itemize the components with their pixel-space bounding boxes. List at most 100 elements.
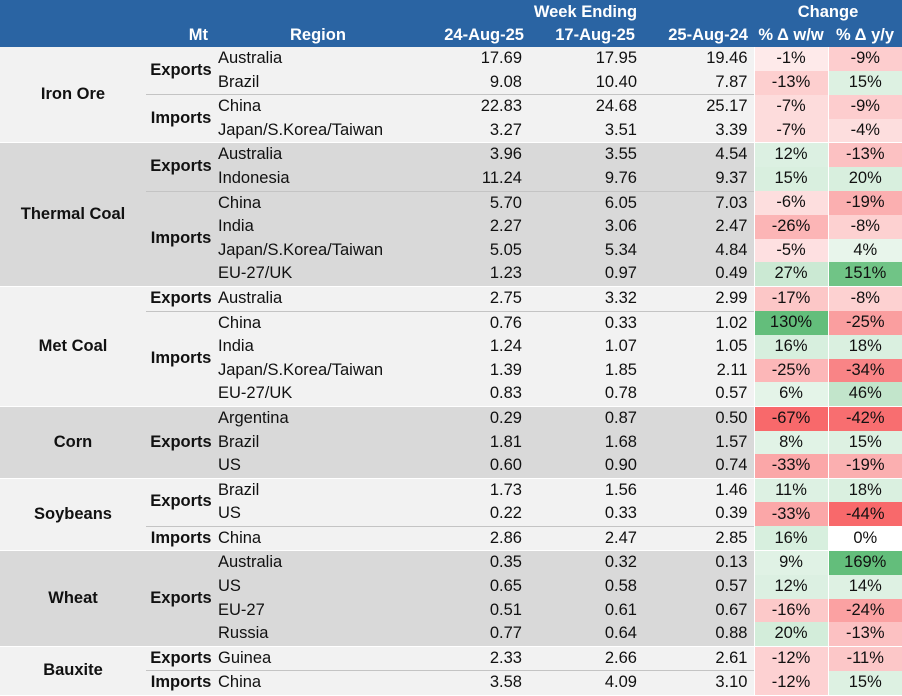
pct-change-yy: 0% [827,526,902,551]
region-cell: India [216,335,416,359]
header-unit: Mt [0,24,216,47]
value-25-aug-24: 9.37 [643,166,754,192]
table-row: EU-27/UK 1.23 0.97 0.49 27% 151% [0,262,902,287]
value-17-aug-25: 0.32 [528,550,643,576]
value-17-aug-25: 0.64 [528,622,643,647]
table-row: EU-27 0.51 0.61 0.67 -16% -24% [0,598,902,623]
flow-label: Exports [146,477,216,527]
value-17-aug-25: 2.47 [528,525,643,551]
table-row: Corn Exports Argentina 0.29 0.87 0.50 -67% -42% [0,405,902,479]
value-25-aug-24: 1.02 [643,310,754,336]
pct-change-yy: 169% [827,550,902,576]
value-25-aug-24: 4.84 [643,238,754,263]
value-25-aug-24: 0.13 [643,550,754,576]
value-25-aug-24: 3.10 [643,670,754,696]
table-row: Russia 0.77 0.64 0.88 20% -13% [0,622,902,647]
region-cell: Brazil [216,430,416,455]
flow-label: Exports [146,285,216,312]
region-cell: China [216,670,416,696]
flow-label: Imports [146,525,216,551]
value-17-aug-25: 3.51 [528,118,643,143]
value-25-aug-24: 0.67 [643,598,754,623]
value-25-aug-24: 19.46 [643,47,754,71]
flow-label: Exports [146,550,216,647]
pct-change-ww: -26% [753,215,828,239]
value-24-aug-25: 0.22 [416,502,528,527]
pct-change-yy: 15% [827,70,902,95]
value-25-aug-24: 7.03 [643,190,754,216]
region-cell: Australia [216,47,416,71]
value-25-aug-24: 25.17 [643,94,754,119]
table-row: US 0.22 0.33 0.39 -33% -44% [0,502,902,527]
value-24-aug-25: 3.27 [416,118,528,143]
commodity-label: Wheat [0,550,146,647]
value-25-aug-24: 2.85 [643,525,754,551]
pct-change-ww: -12% [753,645,828,671]
pct-change-yy: -25% [827,311,902,336]
value-17-aug-25: 4.09 [528,670,643,696]
header-col-17-aug-25: 17-Aug-25 [528,24,643,47]
value-24-aug-25: 17.69 [416,47,528,71]
header-pct-ww: % Δ w/w [754,24,828,47]
value-17-aug-25: 2.66 [528,645,643,671]
pct-change-yy: -19% [827,454,902,479]
value-17-aug-25: 0.61 [528,598,643,623]
value-24-aug-25: 2.75 [416,285,528,312]
pct-change-yy: -4% [827,118,902,143]
region-cell: Indonesia [216,166,416,192]
pct-change-yy: 18% [827,335,902,359]
value-25-aug-24: 1.46 [643,477,754,503]
pct-change-ww: -13% [753,70,828,95]
table-row: Iron Ore Exports Australia 17.69 17.95 19.46-… [0,47,902,144]
value-17-aug-25: 3.55 [528,142,643,167]
region-cell: US [216,575,416,599]
table-row: Soybeans Exports Brazil 1.73 1.56 1.46 11% 18% [0,477,902,552]
pct-change-yy: 15% [827,430,902,455]
flow-label: Imports [146,670,216,696]
value-17-aug-25: 1.85 [528,358,643,383]
value-25-aug-24: 2.99 [643,285,754,312]
commodity-label: Iron Ore [0,47,146,144]
pct-change-yy: 15% [827,670,902,696]
value-24-aug-25: 9.08 [416,70,528,95]
region-cell: Japan/S.Korea/Taiwan [216,358,416,383]
table-row: Japan/S.Korea/Taiwan 5.05 5.34 4.84 -5% 4% [0,238,902,263]
pct-change-ww: 8% [753,430,828,455]
region-cell: Australia [216,285,416,312]
region-cell: Australia [216,142,416,167]
pct-change-yy: 20% [827,166,902,192]
value-17-aug-25: 6.05 [528,190,643,216]
value-17-aug-25: 1.56 [528,477,643,503]
table-row: US 0.65 0.58 0.57 12% 14% [0,575,902,599]
header-pct-yy: % Δ y/y [828,24,902,47]
table-row: Japan/S.Korea/Taiwan 3.27 3.51 3.39 -7% -4% [0,118,902,143]
table-body: Iron Ore Exports Australia 17.69 17.95 19.46-… [0,47,902,696]
table-row: India 1.24 1.07 1.05 16% 18% [0,335,902,359]
commodity-label: Met Coal [0,285,146,407]
table-row: India 2.27 3.06 2.47 -26% -8% [0,215,902,239]
pct-change-ww: 20% [753,622,828,647]
value-17-aug-25: 0.58 [528,575,643,599]
region-cell: China [216,525,416,551]
value-25-aug-24: 0.39 [643,502,754,527]
value-17-aug-25: 3.06 [528,215,643,239]
pct-change-yy: -13% [827,142,902,167]
pct-change-yy: 151% [827,262,902,287]
pct-change-yy: 14% [827,575,902,599]
value-24-aug-25: 3.58 [416,670,528,696]
pct-change-yy: -44% [827,502,902,527]
value-24-aug-25: 0.76 [416,310,528,336]
region-cell: Brazil [216,477,416,503]
pct-change-yy: -19% [827,191,902,216]
pct-change-yy: -13% [827,622,902,647]
pct-change-ww: -33% [753,454,828,479]
pct-change-ww: -16% [753,598,828,623]
pct-change-ww: 15% [753,166,828,192]
value-17-aug-25: 0.90 [528,454,643,479]
flow-label: Imports [146,310,216,407]
table-row: Brazil 9.08 10.40 7.87 -13% 15% [0,70,902,95]
pct-change-yy: -8% [827,285,902,312]
value-24-aug-25: 0.83 [416,382,528,407]
table-header: Week Ending Change Mt Region 24-Aug-25 1… [0,0,902,47]
pct-change-ww: -7% [753,94,828,119]
